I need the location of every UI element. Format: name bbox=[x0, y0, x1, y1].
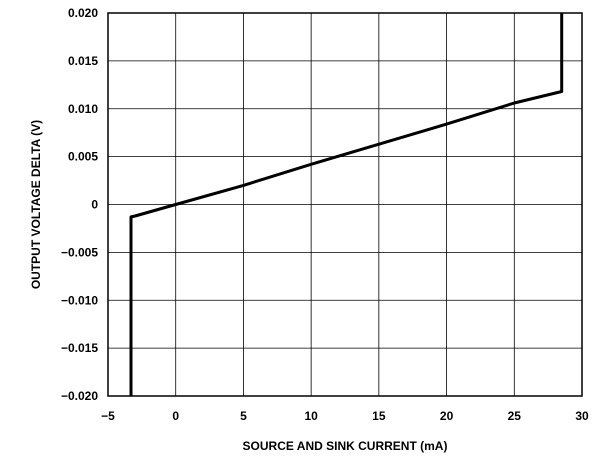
y-tick-label: −0.010 bbox=[61, 293, 98, 307]
y-tick-label: 0.020 bbox=[68, 6, 98, 20]
x-tick-label: 10 bbox=[304, 409, 318, 423]
x-tick-label: 20 bbox=[440, 409, 454, 423]
y-tick-label: 0.015 bbox=[68, 54, 98, 68]
series-layer bbox=[129, 13, 564, 396]
y-tick-label: 0.005 bbox=[68, 150, 98, 164]
x-tick-label: −5 bbox=[101, 409, 115, 423]
x-tick-label: 25 bbox=[508, 409, 522, 423]
y-tick-label: 0 bbox=[91, 198, 98, 212]
x-tick-label: 15 bbox=[372, 409, 386, 423]
x-tick-label: 0 bbox=[172, 409, 179, 423]
y-tick-labels: 0.020 0.015 0.010 0.005 0 −0.005 −0.010 −0.015 −… bbox=[61, 6, 98, 403]
series-line-0 bbox=[129, 13, 564, 396]
x-axis-label: SOURCE AND SINK CURRENT (mA) bbox=[243, 439, 448, 453]
y-tick-label: 0.010 bbox=[68, 102, 98, 116]
x-tick-label: 5 bbox=[240, 409, 247, 423]
x-tick-label: 30 bbox=[575, 409, 589, 423]
y-tick-label: −0.020 bbox=[61, 389, 98, 403]
y-axis-label: OUTPUT VOLTAGE DELTA (V) bbox=[29, 120, 43, 289]
x-tick-labels: −5 0 5 10 15 20 25 30 bbox=[101, 409, 589, 423]
y-tick-label: −0.015 bbox=[61, 341, 98, 355]
y-tick-label: −0.005 bbox=[61, 245, 98, 259]
plot-frame bbox=[107, 12, 583, 397]
